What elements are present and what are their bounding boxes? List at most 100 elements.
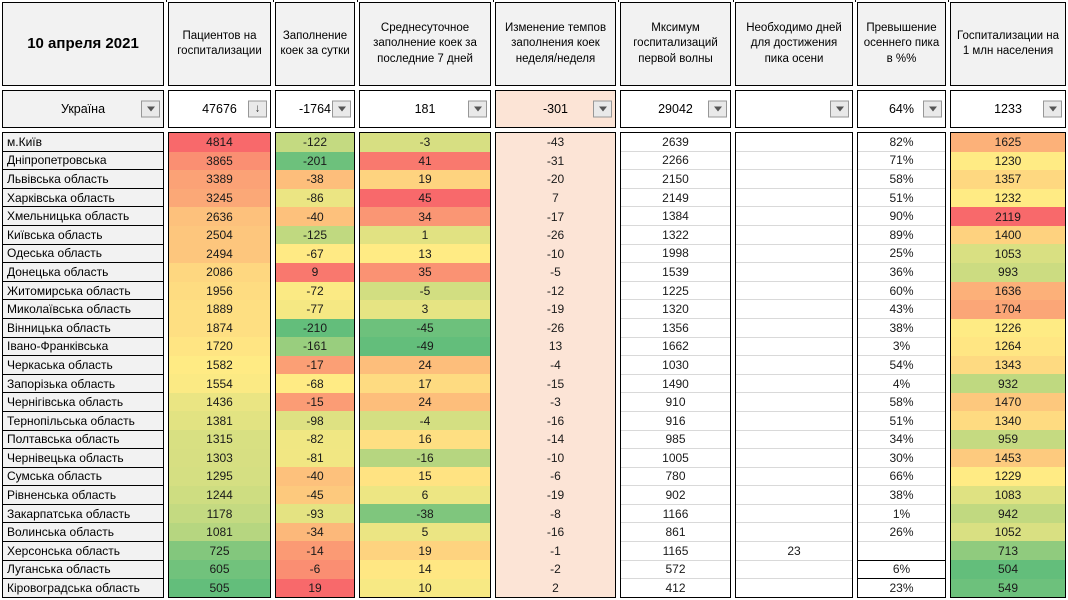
region-name-cell[interactable]: Івано-Франківська (3, 336, 163, 356)
first_wave_max-cell[interactable]: 1539 (621, 262, 730, 281)
days_to_peak-cell[interactable] (736, 392, 852, 411)
daily_fill-cell[interactable]: -15 (276, 392, 354, 412)
per_million-cell[interactable]: 1636 (951, 281, 1065, 301)
avg7-cell[interactable]: 41 (360, 151, 490, 171)
avg7-cell[interactable]: -38 (360, 504, 490, 523)
first_wave_max-cell[interactable]: 2149 (621, 187, 730, 207)
per_million-cell[interactable]: 549 (951, 578, 1065, 598)
days_to_peak-cell[interactable] (736, 187, 852, 207)
per_million-cell[interactable]: 1232 (951, 188, 1065, 208)
days_to_peak-cell[interactable] (736, 373, 852, 393)
per_million-cell[interactable]: 1052 (951, 522, 1065, 542)
filter-button-per_million[interactable] (1043, 100, 1062, 118)
week_change-cell[interactable]: -10 (546, 450, 565, 465)
days_to_peak-cell[interactable] (736, 133, 852, 151)
days_to_peak-cell[interactable] (736, 355, 852, 374)
region-name-cell[interactable]: Сумська область (3, 466, 163, 486)
region-name-cell[interactable]: Житомирська область (3, 280, 163, 300)
ukraine-per_million-cell[interactable]: 1233 (950, 90, 1066, 128)
avg7-cell[interactable]: 1 (360, 225, 490, 245)
week_change-cell[interactable]: -5 (550, 265, 561, 280)
ukraine-first_wave_max-cell[interactable]: 29042 (620, 90, 731, 128)
exceed_pct-cell[interactable]: 25% (858, 243, 945, 263)
daily_fill-cell[interactable]: 19 (276, 578, 354, 598)
ukraine-name-cell[interactable]: Україна (2, 90, 164, 128)
first_wave_max-cell[interactable]: 2150 (621, 169, 730, 188)
ukraine-patients-cell[interactable]: 47676 ↓ (168, 90, 271, 128)
avg7-cell[interactable]: 16 (360, 430, 490, 449)
week_change-cell[interactable]: -8 (550, 506, 561, 521)
per_million-cell[interactable]: 942 (951, 504, 1065, 523)
exceed_pct-cell[interactable]: 51% (858, 187, 945, 207)
week_change-cell[interactable]: -43 (546, 135, 565, 150)
first_wave_max-cell[interactable]: 1662 (621, 336, 730, 356)
daily_fill-cell[interactable]: -161 (276, 337, 354, 356)
patients-cell[interactable]: 2636 (169, 207, 270, 226)
daily_fill-cell[interactable]: -40 (276, 467, 354, 486)
days_to_peak-cell[interactable] (736, 503, 852, 523)
patients-cell[interactable]: 1295 (169, 467, 270, 486)
ukraine-daily_fill-cell[interactable]: -1764 (275, 90, 355, 128)
exceed_pct-cell[interactable]: 38% (858, 317, 945, 337)
ukraine-avg7-cell[interactable]: 181 (359, 90, 491, 128)
exceed_pct-cell[interactable]: 30% (858, 448, 945, 467)
per_million-cell[interactable]: 1053 (951, 244, 1065, 263)
avg7-cell[interactable]: -3 (360, 133, 490, 152)
patients-cell[interactable]: 4814 (169, 133, 270, 152)
exceed_pct-cell[interactable]: 1% (858, 503, 945, 523)
avg7-cell[interactable]: -16 (360, 448, 490, 468)
days_to_peak-cell[interactable] (736, 410, 852, 430)
region-name-cell[interactable]: Кіровоградська область (3, 578, 163, 597)
week_change-cell[interactable]: -26 (546, 320, 565, 335)
avg7-cell[interactable]: 14 (360, 559, 490, 579)
daily_fill-cell[interactable]: -125 (276, 225, 354, 245)
days_to_peak-cell[interactable] (736, 262, 852, 281)
patients-cell[interactable]: 3389 (169, 170, 270, 189)
column-header-first_wave_max[interactable]: Мксимум госпитализаций первой волны (620, 2, 731, 86)
patients-cell[interactable]: 1889 (169, 300, 270, 319)
first_wave_max-cell[interactable]: 1166 (621, 503, 730, 523)
patients-cell[interactable]: 1554 (169, 374, 270, 393)
week_change-cell[interactable]: -15 (546, 376, 565, 391)
first_wave_max-cell[interactable]: 2639 (662, 134, 689, 149)
week_change-cell[interactable]: -19 (546, 487, 565, 502)
first_wave_max-cell[interactable]: 412 (621, 578, 730, 597)
patients-cell[interactable]: 1244 (169, 485, 270, 505)
region-name-cell[interactable]: Вінницька область (3, 317, 163, 337)
region-name-cell[interactable]: Волинська область (3, 522, 163, 542)
patients-cell[interactable]: 3865 (169, 151, 270, 171)
exceed_pct-cell[interactable]: 60% (858, 280, 945, 300)
exceed_pct-cell[interactable]: 43% (858, 299, 945, 318)
region-name-cell[interactable]: Донецька область (3, 262, 163, 281)
per_million-cell[interactable]: 959 (951, 430, 1065, 449)
avg7-cell[interactable]: -45 (360, 318, 490, 338)
per_million-cell[interactable]: 1226 (951, 318, 1065, 338)
week_change-cell[interactable]: -4 (550, 358, 561, 373)
first_wave_max-cell[interactable]: 861 (621, 522, 730, 541)
first_wave_max-cell[interactable]: 902 (621, 485, 730, 504)
first_wave_max-cell[interactable]: 780 (621, 466, 730, 486)
region-name-cell[interactable]: Дніпропетровська (3, 150, 163, 170)
filter-button-exceed_pct[interactable] (923, 100, 942, 118)
patients-cell[interactable]: 1582 (169, 355, 270, 375)
week_change-cell[interactable]: 7 (552, 190, 559, 205)
first_wave_max-cell[interactable]: 1320 (621, 299, 730, 318)
week_change-cell[interactable]: -6 (550, 469, 561, 484)
days_to_peak-cell[interactable] (736, 448, 852, 467)
days_to_peak-cell[interactable] (736, 466, 852, 486)
first_wave_max-cell[interactable]: 1998 (621, 243, 730, 263)
exceed_pct-cell[interactable]: 90% (858, 206, 945, 225)
per_million-cell[interactable]: 1400 (951, 225, 1065, 245)
daily_fill-cell[interactable]: -34 (276, 522, 354, 542)
daily_fill-cell[interactable]: -40 (276, 207, 354, 226)
filter-button-daily_fill[interactable] (332, 100, 351, 118)
exceed_pct-cell[interactable]: 54% (858, 355, 945, 374)
week_change-cell[interactable]: -10 (546, 246, 565, 261)
exceed_pct-cell[interactable]: 3% (858, 336, 945, 356)
patients-cell[interactable]: 1081 (169, 522, 270, 542)
patients-cell[interactable]: 1381 (169, 411, 270, 430)
exceed_pct-cell[interactable]: 58% (858, 169, 945, 188)
daily_fill-cell[interactable]: -93 (276, 504, 354, 523)
week_change-cell[interactable]: -26 (546, 228, 565, 243)
exceed_pct-cell[interactable]: 89% (858, 224, 945, 244)
